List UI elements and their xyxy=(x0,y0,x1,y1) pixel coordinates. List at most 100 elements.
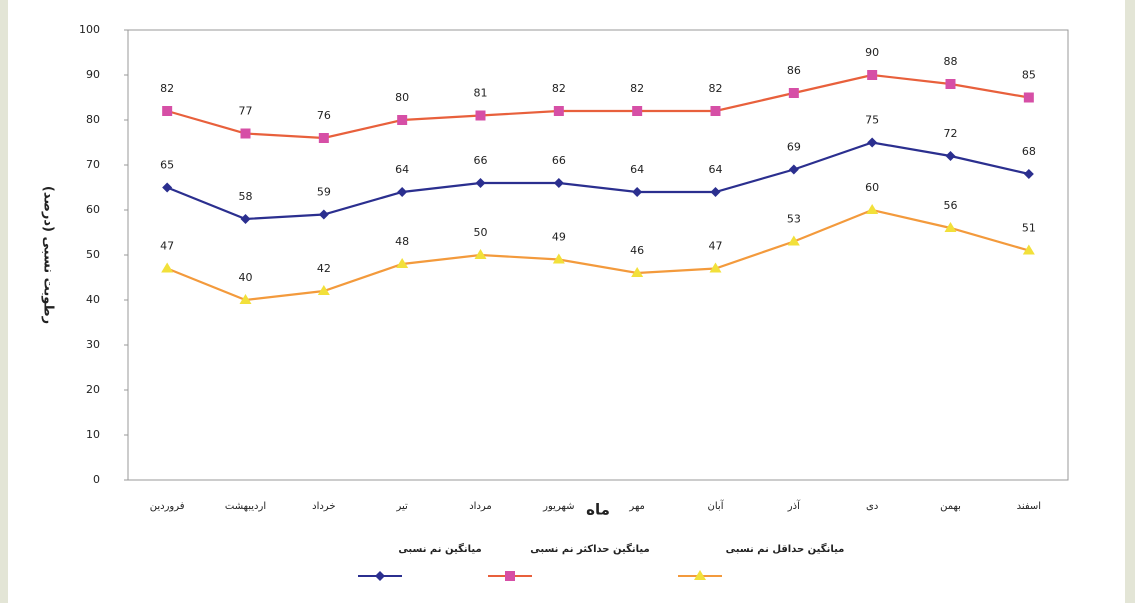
data-label: 82 xyxy=(552,82,566,95)
x-tick-label: دی xyxy=(866,501,878,512)
data-label: 72 xyxy=(944,127,958,140)
x-tick-label: اردیبهشت xyxy=(225,501,266,512)
point-marker xyxy=(552,253,565,264)
y-axis-label: رطوبت نسبی (درصد) xyxy=(41,186,56,324)
data-label: 46 xyxy=(630,244,644,257)
point-marker xyxy=(317,285,330,295)
data-label: 49 xyxy=(552,231,566,244)
data-label: 60 xyxy=(865,181,879,194)
x-tick-label: تیر xyxy=(396,501,409,512)
data-label: 88 xyxy=(944,55,958,68)
x-tick-label: مهر xyxy=(628,501,644,512)
data-label: 66 xyxy=(474,154,488,167)
y-tick-label: 0 xyxy=(93,473,100,486)
point-marker xyxy=(162,106,173,116)
y-tick-label: 80 xyxy=(86,113,100,126)
data-label: 58 xyxy=(239,190,253,203)
point-marker xyxy=(1022,244,1035,255)
x-tick-label: خرداد xyxy=(312,501,335,512)
point-marker xyxy=(474,249,487,259)
panel xyxy=(8,0,1125,603)
legend-marker xyxy=(694,570,706,580)
data-label: 69 xyxy=(787,141,801,154)
x-axis-label: ماه xyxy=(586,501,610,519)
data-label: 50 xyxy=(474,226,488,239)
x-tick-label: اسفند xyxy=(1017,501,1041,512)
point-marker xyxy=(710,106,721,116)
y-tick-label: 100 xyxy=(79,23,100,36)
point-marker xyxy=(945,151,956,161)
legend-label: میانگین نم نسبی xyxy=(398,542,481,555)
data-label: 76 xyxy=(317,109,331,122)
data-label: 66 xyxy=(552,154,566,167)
point-marker xyxy=(631,267,644,277)
y-tick-label: 30 xyxy=(86,338,100,351)
point-marker xyxy=(632,106,643,116)
point-marker xyxy=(788,88,799,98)
data-label: 68 xyxy=(1022,145,1036,158)
x-tick-label: مرداد xyxy=(469,501,492,512)
point-marker xyxy=(553,178,564,188)
series-line xyxy=(166,141,1030,221)
point-marker xyxy=(162,182,173,193)
y-tick-label: 70 xyxy=(86,158,100,171)
point-marker xyxy=(787,235,800,246)
point-marker xyxy=(867,70,878,80)
data-label: 85 xyxy=(1022,69,1036,82)
data-label: 64 xyxy=(630,163,644,176)
data-label: 82 xyxy=(709,82,723,95)
y-tick-label: 20 xyxy=(86,383,100,396)
point-marker xyxy=(475,110,486,121)
data-label: 59 xyxy=(317,186,331,199)
y-tick-label: 50 xyxy=(86,248,100,261)
point-marker xyxy=(944,222,957,232)
data-label: 90 xyxy=(865,46,879,59)
x-tick-label: فروردین xyxy=(150,501,185,512)
point-marker xyxy=(240,214,251,224)
data-label: 51 xyxy=(1022,222,1036,235)
series-line xyxy=(166,208,1030,302)
point-marker xyxy=(161,262,174,273)
point-marker xyxy=(710,187,721,197)
point-marker xyxy=(867,137,878,148)
legend-marker xyxy=(375,571,385,581)
point-marker xyxy=(945,79,956,89)
point-marker xyxy=(1023,92,1034,103)
data-label: 47 xyxy=(709,240,723,253)
point-marker xyxy=(632,187,643,197)
point-marker xyxy=(397,115,408,125)
data-label: 40 xyxy=(239,271,253,284)
data-label: 48 xyxy=(395,235,409,248)
point-marker xyxy=(866,204,879,214)
data-label: 80 xyxy=(395,91,409,104)
y-tick-label: 40 xyxy=(86,293,100,306)
data-label: 53 xyxy=(787,213,801,226)
data-label: 86 xyxy=(787,64,801,77)
data-label: 42 xyxy=(317,262,331,275)
point-marker xyxy=(553,106,564,116)
point-marker xyxy=(240,128,251,139)
point-marker xyxy=(475,178,486,188)
point-marker xyxy=(709,262,722,273)
point-marker xyxy=(397,187,408,197)
data-label: 65 xyxy=(160,159,174,172)
point-marker xyxy=(1023,169,1034,179)
x-tick-label: بهمن xyxy=(940,501,961,512)
data-label: 77 xyxy=(239,105,253,118)
data-label: 47 xyxy=(160,240,174,253)
x-tick-label: آبان xyxy=(708,499,725,512)
y-tick-label: 60 xyxy=(86,203,100,216)
legend-label: میانگین حداقل نم نسبی xyxy=(726,542,845,555)
y-tick-label: 90 xyxy=(86,68,100,81)
data-label: 64 xyxy=(709,163,723,176)
data-label: 56 xyxy=(944,199,958,212)
x-tick-label: شهریور xyxy=(542,501,574,512)
point-marker xyxy=(318,209,329,220)
legend-marker xyxy=(505,571,515,581)
point-marker xyxy=(788,164,799,175)
point-marker xyxy=(239,294,252,304)
y-tick-label: 10 xyxy=(86,428,100,441)
legend-label: میانگین حداکثر نم نسبی xyxy=(530,542,649,555)
